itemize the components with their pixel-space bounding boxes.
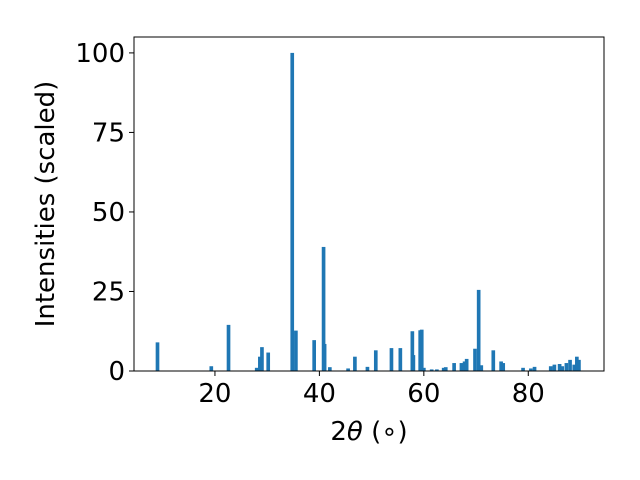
bar bbox=[557, 364, 562, 371]
bar bbox=[548, 366, 553, 371]
bar bbox=[575, 356, 579, 371]
bar bbox=[459, 363, 464, 371]
bar bbox=[552, 364, 557, 371]
bar bbox=[572, 364, 577, 371]
bar bbox=[476, 289, 481, 371]
y-tick-label: 75 bbox=[92, 118, 125, 148]
y-tick-label: 100 bbox=[75, 39, 125, 69]
x-tick-label: 20 bbox=[198, 379, 231, 409]
x-axis-label-suffix: (∘) bbox=[363, 417, 408, 447]
bar bbox=[411, 355, 416, 371]
bar bbox=[479, 365, 484, 371]
bar bbox=[429, 369, 434, 371]
x-axis-label-symbol: θ bbox=[347, 417, 363, 447]
bar bbox=[398, 348, 403, 371]
bar bbox=[532, 366, 537, 371]
bar bbox=[564, 363, 569, 371]
bar bbox=[266, 352, 271, 371]
x-axis-label-prefix: 2 bbox=[330, 417, 347, 447]
bar bbox=[521, 367, 525, 371]
bar bbox=[389, 348, 394, 371]
bar bbox=[435, 369, 439, 371]
bar bbox=[322, 343, 327, 371]
bar bbox=[568, 359, 572, 371]
bar bbox=[464, 358, 469, 371]
bar bbox=[254, 367, 259, 371]
bar bbox=[422, 367, 426, 371]
bar bbox=[328, 367, 332, 371]
x-axis-label: 2θ (∘) bbox=[330, 417, 407, 447]
bar bbox=[312, 340, 316, 371]
bar bbox=[443, 367, 448, 371]
bar bbox=[209, 366, 214, 371]
bar bbox=[462, 361, 467, 371]
bar bbox=[321, 246, 326, 371]
bar bbox=[419, 329, 424, 371]
bar bbox=[577, 359, 581, 371]
bar bbox=[353, 356, 357, 371]
bar bbox=[290, 52, 295, 372]
x-axis-ticks: 20 40 60 80 bbox=[198, 371, 545, 409]
y-tick-label: 25 bbox=[92, 277, 125, 307]
y-tick-label: 0 bbox=[108, 357, 125, 387]
bar bbox=[501, 363, 506, 371]
y-axis-label: Intensities (scaled) bbox=[31, 81, 61, 328]
bar bbox=[365, 366, 370, 371]
bar bbox=[473, 348, 477, 371]
plot-frame bbox=[133, 36, 605, 372]
bar bbox=[226, 324, 231, 371]
bar bbox=[373, 350, 378, 371]
bar bbox=[491, 350, 496, 371]
bar bbox=[441, 367, 446, 371]
x-tick-label: 40 bbox=[303, 379, 336, 409]
bar bbox=[529, 368, 533, 371]
bar bbox=[560, 366, 565, 371]
bar bbox=[499, 361, 503, 371]
bar bbox=[410, 331, 415, 371]
bar bbox=[260, 347, 264, 371]
y-axis-ticks: 0 25 50 75 100 bbox=[75, 39, 134, 387]
x-tick-label: 80 bbox=[512, 379, 545, 409]
bar-series bbox=[155, 52, 581, 372]
bar bbox=[346, 368, 350, 371]
bar bbox=[258, 356, 262, 371]
x-tick-label: 60 bbox=[407, 379, 440, 409]
y-tick-label: 50 bbox=[92, 198, 125, 228]
bar bbox=[294, 330, 298, 371]
bar bbox=[155, 342, 160, 371]
bar bbox=[452, 363, 456, 371]
